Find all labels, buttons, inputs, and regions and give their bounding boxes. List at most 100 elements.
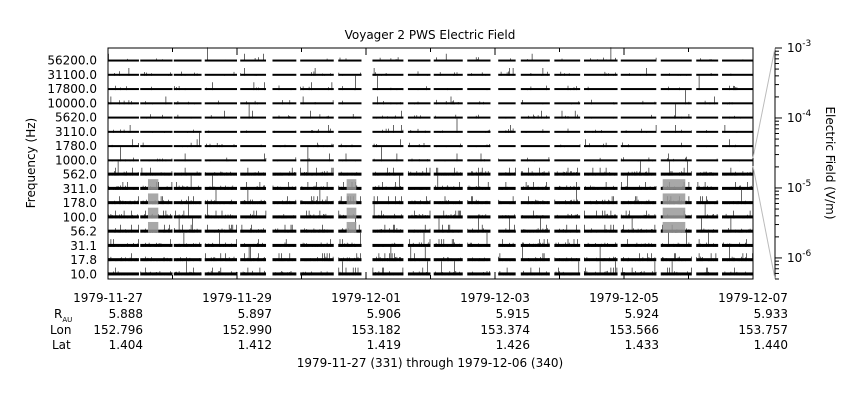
ephemeris-lat-value: 1.404: [109, 338, 143, 352]
channel-baseline: [498, 201, 516, 205]
channel-spikes: [408, 261, 431, 276]
channel-baseline: [498, 159, 516, 162]
channel-spikes: [500, 68, 514, 76]
channel-baseline: [108, 186, 139, 190]
channel-baseline: [467, 130, 491, 133]
channel-baseline: [620, 59, 657, 62]
channel-baseline: [108, 215, 139, 219]
channel-spikes: [311, 68, 331, 76]
channel-spikes: [372, 267, 404, 276]
channel-spikes: [272, 182, 297, 190]
channel-baseline: [108, 159, 139, 162]
channel-label: 178.0: [63, 196, 97, 210]
channel-spikes: [700, 218, 718, 233]
channel-baseline: [240, 172, 267, 176]
channel-baseline: [108, 272, 139, 276]
ephemeris-lon-value: 153.182: [351, 323, 401, 337]
channel-spikes: [499, 239, 514, 247]
channel-baseline: [696, 73, 719, 76]
channel-baseline: [696, 243, 719, 247]
channel-baseline: [338, 172, 362, 176]
ephemeris-lat-value: 1.412: [238, 338, 272, 352]
channel-spikes: [621, 210, 656, 219]
channel-baseline: [722, 258, 753, 262]
channel-baseline: [300, 186, 334, 190]
channel-baseline: [520, 130, 550, 133]
channel-spikes: [114, 224, 139, 233]
channel-baseline: [696, 145, 719, 148]
channel-baseline: [240, 201, 267, 205]
channel-baseline: [372, 88, 404, 91]
channel-spikes: [685, 90, 690, 105]
channel-spikes: [505, 125, 514, 133]
channel-baseline: [372, 59, 404, 62]
channel-baseline: [272, 215, 297, 219]
channel-label: 56200.0: [47, 54, 97, 68]
channel-baseline: [300, 59, 334, 62]
channel-spikes: [436, 143, 461, 148]
channel-baseline: [520, 229, 550, 233]
channel-baseline: [338, 88, 362, 91]
channel-spikes: [696, 253, 718, 262]
channel-spikes: [479, 101, 484, 105]
channel-spikes: [621, 175, 657, 190]
channel-spikes: [282, 100, 291, 105]
channel-baseline: [722, 116, 753, 119]
channel-baseline: [272, 159, 297, 162]
channel-trace: [108, 147, 753, 162]
channel-baseline: [520, 116, 550, 119]
channel-spikes: [174, 218, 201, 233]
channel-baseline: [520, 258, 550, 262]
channel-spikes: [499, 218, 516, 233]
channel-spikes: [667, 153, 687, 162]
channel-baseline: [140, 172, 173, 176]
channel-baseline: [433, 229, 463, 233]
channel-baseline: [433, 201, 463, 205]
channel-spikes: [205, 130, 210, 133]
channel-baseline: [272, 186, 297, 190]
channel-activity-patch: [147, 179, 159, 190]
ephemeris-lat-value: 1.426: [496, 338, 530, 352]
channel-label: 17800.0: [47, 82, 97, 96]
channel-spikes: [187, 129, 194, 133]
channel-baseline: [300, 172, 334, 176]
channel-baseline: [584, 73, 618, 76]
x-tick-label: 1979-12-03: [460, 291, 530, 305]
channel-spikes: [697, 196, 718, 205]
channel-spikes: [242, 189, 267, 205]
channel-baseline: [498, 59, 516, 62]
channel-baseline: [272, 102, 297, 105]
channel-spikes: [498, 182, 515, 190]
channel-baseline: [620, 159, 657, 162]
channel-baseline: [240, 116, 267, 119]
channel-spikes: [241, 130, 247, 133]
channel-spikes: [436, 53, 447, 62]
channel-baseline: [272, 229, 297, 233]
channel-baseline: [498, 88, 516, 91]
channel-spikes: [272, 271, 297, 276]
channel-spikes: [175, 204, 199, 219]
channel-baseline: [498, 145, 516, 148]
channel-spikes: [300, 82, 333, 91]
channel-spikes: [373, 196, 404, 205]
channel-baseline: [272, 73, 297, 76]
channel-spikes: [411, 158, 428, 162]
channel-spikes: [148, 158, 173, 162]
channel-spikes: [435, 175, 463, 190]
channel-baseline: [108, 59, 139, 62]
channel-spikes: [528, 110, 547, 119]
x-tick-label: 1979-11-29: [202, 291, 272, 305]
channel-label: 1780.0: [55, 139, 97, 153]
channel-baseline: [407, 201, 431, 205]
channel-baseline: [498, 215, 516, 219]
channel-baseline: [520, 102, 550, 105]
channel-activity-patch: [346, 179, 357, 190]
channel-spikes: [668, 86, 680, 91]
channel-baseline: [498, 130, 516, 133]
channel-spikes: [722, 182, 752, 190]
channel-baseline: [696, 116, 719, 119]
channel-spikes: [591, 117, 614, 119]
channel-spikes: [206, 224, 237, 233]
channel-baseline: [173, 201, 202, 205]
